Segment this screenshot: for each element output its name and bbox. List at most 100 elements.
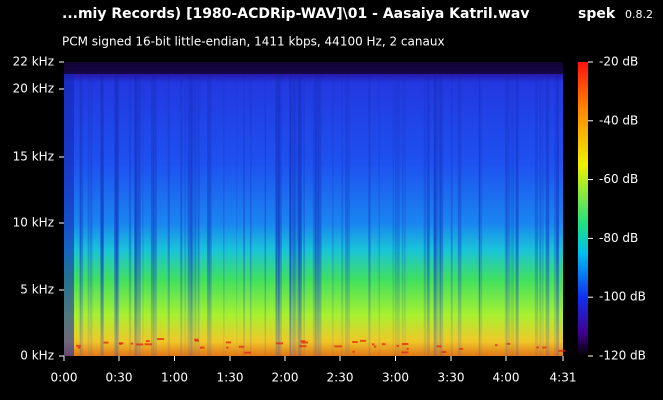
- streak: [312, 74, 314, 356]
- hot-spot: [299, 345, 307, 348]
- streak: [80, 74, 84, 356]
- streak: [153, 74, 157, 356]
- streak: [423, 74, 427, 356]
- streak: [190, 74, 194, 356]
- hot-spot: [352, 341, 358, 344]
- time-label: 4:00: [493, 371, 520, 385]
- streak: [291, 74, 295, 356]
- streak: [207, 74, 211, 356]
- streak: [478, 74, 480, 356]
- streak: [438, 74, 442, 356]
- freq-label: 10 kHz: [13, 216, 54, 230]
- hot-spot: [436, 345, 442, 348]
- freq-label: 20 kHz: [13, 82, 54, 96]
- hot-spot: [301, 341, 309, 344]
- time-label: 1:30: [217, 371, 244, 385]
- hot-spot: [406, 347, 409, 350]
- streak: [150, 74, 154, 356]
- streak: [194, 74, 197, 356]
- streak: [134, 74, 138, 356]
- streak: [368, 74, 371, 356]
- streak: [317, 74, 322, 356]
- time-label: 2:00: [272, 371, 299, 385]
- streak: [440, 74, 444, 356]
- streak: [209, 74, 212, 356]
- streak: [167, 74, 170, 356]
- streak: [314, 74, 317, 356]
- scale-label: -80 dB: [599, 231, 638, 245]
- hot-spot: [334, 345, 342, 348]
- scale-label: -20 dB: [599, 55, 638, 69]
- streak: [137, 74, 141, 356]
- streak: [87, 74, 90, 356]
- app-version: 0.8.2: [625, 8, 653, 21]
- streak: [545, 74, 550, 356]
- hot-spot: [558, 349, 565, 352]
- streak: [90, 74, 93, 356]
- hot-spot: [542, 346, 547, 349]
- hot-spot: [77, 346, 81, 349]
- color-scale-bar: [578, 62, 588, 356]
- streak: [264, 74, 267, 356]
- hot-spot: [381, 343, 386, 346]
- streak: [243, 74, 245, 356]
- hot-spot: [536, 346, 540, 349]
- streak: [516, 74, 519, 356]
- streak: [316, 74, 319, 356]
- hot-spot: [276, 342, 283, 345]
- streak: [331, 74, 334, 356]
- streak: [128, 74, 132, 356]
- streak: [450, 74, 453, 356]
- freq-label: 22 kHz: [13, 55, 54, 69]
- streak: [404, 74, 406, 356]
- streak: [289, 74, 291, 356]
- streak: [187, 74, 190, 356]
- streak: [554, 74, 557, 356]
- streak: [115, 74, 117, 356]
- streak: [223, 74, 225, 356]
- time-label: 2:30: [327, 371, 354, 385]
- streak: [278, 74, 282, 356]
- streak: [142, 74, 144, 356]
- streak: [427, 74, 430, 356]
- spectrogram: [64, 62, 565, 356]
- streak: [394, 74, 396, 356]
- streak: [434, 74, 437, 356]
- time-label: 0:30: [106, 371, 133, 385]
- hot-spot: [238, 345, 245, 348]
- hot-spot: [371, 343, 375, 346]
- hot-spot: [359, 339, 367, 342]
- intro-silence: [64, 74, 74, 356]
- streak: [347, 74, 351, 356]
- streak: [117, 74, 120, 356]
- app-name: spek: [578, 6, 616, 22]
- time-label: 1:00: [161, 371, 188, 385]
- time-label: 3:00: [382, 371, 409, 385]
- hot-spot: [145, 340, 150, 343]
- hot-spot: [199, 346, 205, 349]
- freq-label: 5 kHz: [20, 283, 54, 297]
- hot-spot: [157, 338, 165, 341]
- hot-spot: [130, 342, 134, 345]
- hot-spot: [494, 344, 498, 347]
- streak: [401, 74, 404, 356]
- hot-spot: [103, 341, 109, 344]
- streak: [101, 74, 103, 356]
- hot-spot: [396, 344, 400, 347]
- streak: [541, 74, 544, 356]
- hot-spot: [459, 347, 463, 350]
- hot-spot: [226, 346, 229, 349]
- streak: [250, 74, 252, 356]
- streak: [180, 74, 183, 356]
- hot-spot: [119, 342, 122, 345]
- time-label: 0:00: [51, 371, 78, 385]
- hot-spot: [373, 345, 377, 348]
- streak: [341, 74, 344, 356]
- streak: [303, 74, 305, 356]
- streak: [298, 74, 303, 356]
- streak: [294, 74, 297, 356]
- streak: [435, 74, 438, 356]
- freq-label: 15 kHz: [13, 150, 54, 164]
- streak: [116, 74, 118, 356]
- streak: [539, 74, 542, 356]
